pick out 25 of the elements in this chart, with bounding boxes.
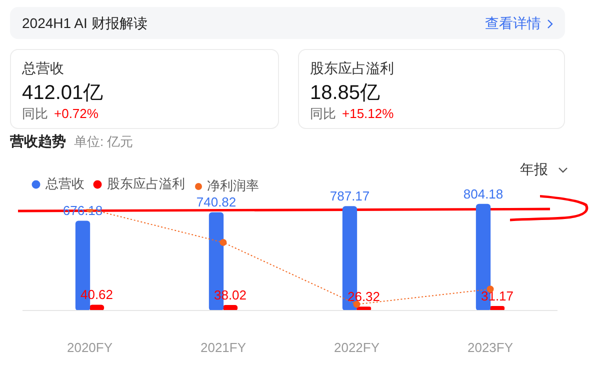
legend-label: 净利润率 bbox=[207, 178, 259, 192]
text: 412.01亿 bbox=[22, 81, 104, 106]
bar bbox=[490, 306, 505, 310]
text: 同比 bbox=[310, 106, 336, 121]
text: 同比 bbox=[22, 106, 48, 121]
data-label: 787.17 bbox=[330, 188, 370, 204]
legend-label: 股东应占溢利 bbox=[107, 176, 185, 192]
text: 查看详情 bbox=[485, 15, 542, 31]
chart-subtitle: 单位: 亿元 bbox=[74, 134, 134, 149]
x-tick-label: 2021FY bbox=[200, 340, 246, 355]
data-label: 740.82 bbox=[196, 194, 236, 210]
x-tick-label: 2020FY bbox=[66, 340, 113, 355]
text: 18.85亿 bbox=[310, 81, 380, 106]
data-label: 804.18 bbox=[463, 186, 504, 202]
text: 总营收 bbox=[22, 60, 64, 78]
text: 年报 bbox=[520, 161, 548, 177]
text: 股东应占溢利 bbox=[310, 60, 394, 78]
text: 2024H1 AI 财报解读 bbox=[22, 15, 148, 33]
x-tick-label: 2022FY bbox=[334, 340, 380, 355]
legend-label: 总营收 bbox=[44, 176, 84, 192]
text: +15.12% bbox=[342, 106, 394, 121]
chart-title: 营收趋势 bbox=[10, 133, 66, 149]
x-tick-label: 2023FY bbox=[467, 340, 514, 355]
text: +0.72% bbox=[54, 106, 98, 121]
point bbox=[220, 238, 227, 246]
